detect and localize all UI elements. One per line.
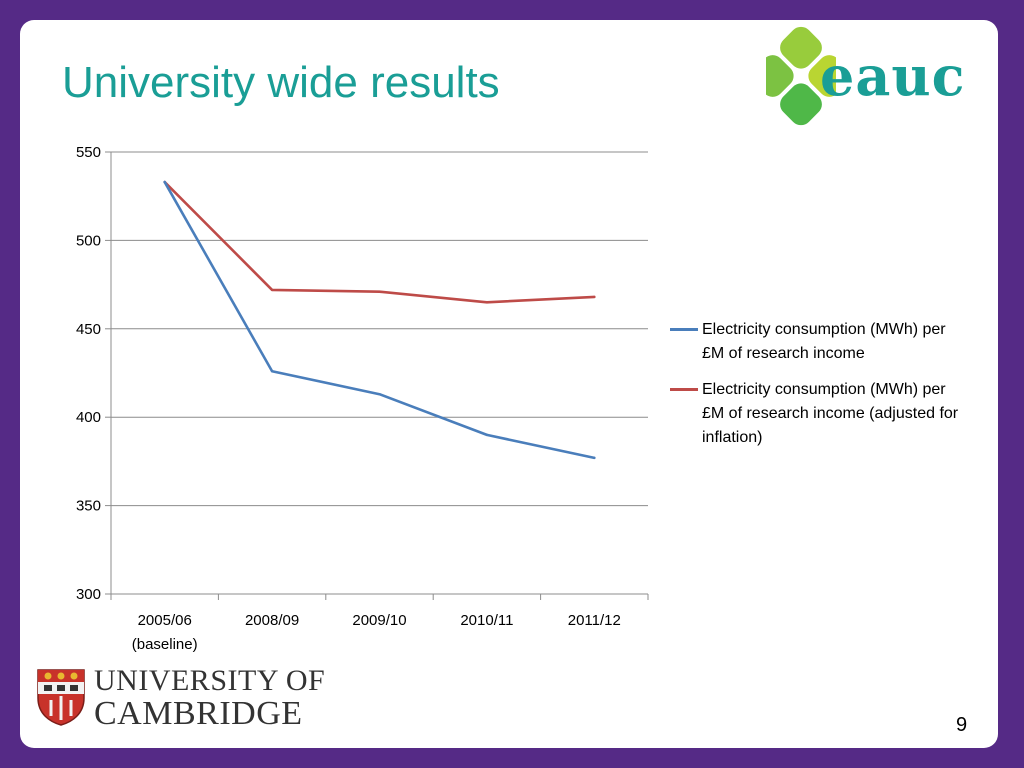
eauc-leaf-left-icon — [780, 26, 822, 69]
legend-label-series-1: Electricity consumption (MWh) per £M of … — [702, 321, 946, 362]
chart-axes — [105, 151, 649, 600]
y-tick-label: 400 — [76, 409, 101, 426]
y-tick-label: 300 — [76, 586, 101, 603]
x-tick-label: 2009/10 — [352, 612, 406, 629]
x-tick-label: 2011/12 — [568, 612, 621, 629]
legend-item-series-1: Electricity consumption (MWh) per £M of … — [670, 318, 970, 366]
eauc-logo-icon — [766, 26, 836, 126]
chart-labels: 300 350 400 450 500 550 2005/06 (baseline) 2008/… — [76, 144, 621, 653]
series-1-point — [485, 433, 489, 437]
chart-grid — [111, 151, 648, 507]
x-tick-label: 2005/06 (baseline) — [132, 612, 198, 653]
x-tick-label-line: 2011/12 — [568, 612, 621, 629]
series-1-point — [270, 370, 274, 373]
legend-swatch-series-1 — [670, 328, 698, 331]
eauc-leaf-right-icon — [780, 83, 822, 126]
series-2-point — [593, 295, 596, 299]
y-tick-label: 350 — [76, 498, 101, 515]
chart-series — [163, 180, 596, 460]
series-1-point — [163, 180, 166, 184]
legend-label-series-2: Electricity consumption (MWh) per £M of … — [702, 381, 959, 446]
series-2-point — [270, 288, 274, 292]
legend-item-series-2: Electricity consumption (MWh) per £M of … — [670, 378, 970, 450]
y-tick-label: 550 — [76, 144, 101, 161]
series-1-point — [593, 456, 596, 460]
series-line-1 — [163, 180, 596, 460]
slide-number: 9 — [956, 714, 968, 736]
x-tick-label: 2010/11 — [460, 612, 513, 629]
cambridge-wordmark-line-2: CAMBRIDGE — [94, 695, 303, 732]
eauc-logo-text: eauc — [820, 44, 966, 108]
cambridge-wordmark: UNIVERSITY OF CAMBRIDGE — [94, 666, 325, 732]
eauc-leaf-top-icon — [808, 55, 836, 97]
series-1-point — [378, 393, 381, 396]
series-2-point — [485, 301, 489, 304]
legend-swatch-series-2 — [670, 388, 698, 391]
slide: University wide results eauc 300 350 400 45… — [20, 20, 998, 748]
line-chart: 300 350 400 450 500 550 2005/06 (baseline) 2008/… — [76, 144, 649, 653]
y-tick-label: 500 — [76, 232, 101, 249]
x-tick-label: 2008/09 — [245, 612, 299, 629]
slide-title: University wide results — [62, 58, 500, 107]
series-2-point — [378, 290, 381, 293]
x-tick-label-line: 2010/11 — [460, 612, 513, 629]
eauc-leaf-bottom-icon — [766, 55, 794, 97]
x-tick-label-line: 2008/09 — [245, 612, 299, 629]
y-tick-label: 450 — [76, 321, 101, 338]
chart-legend: Electricity consumption (MWh) per £M of … — [670, 318, 970, 462]
x-tick-label-line: 2009/10 — [352, 612, 406, 629]
cambridge-crest-icon — [37, 669, 85, 726]
x-tick-label-line: (baseline) — [132, 636, 198, 653]
cambridge-wordmark-line-1: UNIVERSITY OF — [94, 664, 326, 697]
x-tick-label-line: 2005/06 — [138, 612, 192, 629]
series-line-2 — [163, 180, 596, 304]
